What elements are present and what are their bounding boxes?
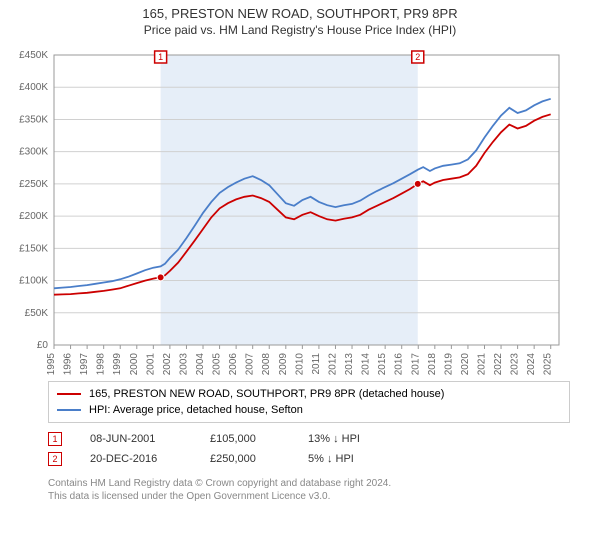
chart-header: 165, PRESTON NEW ROAD, SOUTHPORT, PR9 8P…	[0, 0, 600, 37]
svg-text:2018: 2018	[427, 353, 438, 375]
svg-text:2022: 2022	[493, 353, 504, 375]
svg-text:£150K: £150K	[19, 243, 48, 254]
transactions-table: 1 08-JUN-2001 £105,000 13% ↓ HPI 2 20-DE…	[48, 429, 570, 469]
transaction-price: £250,000	[210, 453, 280, 465]
transaction-hpi-delta: 13% ↓ HPI	[308, 433, 388, 445]
svg-text:£300K: £300K	[19, 147, 48, 158]
attribution: Contains HM Land Registry data © Crown c…	[48, 477, 570, 503]
transaction-row: 2 20-DEC-2016 £250,000 5% ↓ HPI	[48, 449, 570, 469]
svg-text:2003: 2003	[178, 353, 189, 375]
svg-text:£100K: £100K	[19, 276, 48, 287]
svg-text:2017: 2017	[410, 353, 421, 375]
svg-text:£450K: £450K	[19, 50, 48, 61]
svg-text:1998: 1998	[96, 353, 107, 375]
svg-text:2024: 2024	[526, 353, 537, 375]
svg-text:2000: 2000	[129, 353, 140, 375]
svg-text:£200K: £200K	[19, 211, 48, 222]
svg-text:2019: 2019	[443, 353, 454, 375]
svg-text:2010: 2010	[294, 353, 305, 375]
legend-row: HPI: Average price, detached house, Seft…	[57, 402, 561, 418]
svg-text:£350K: £350K	[19, 114, 48, 125]
svg-text:2013: 2013	[344, 353, 355, 375]
svg-text:2009: 2009	[278, 353, 289, 375]
chart-title: 165, PRESTON NEW ROAD, SOUTHPORT, PR9 8P…	[0, 6, 600, 21]
transaction-price: £105,000	[210, 433, 280, 445]
svg-text:2001: 2001	[145, 353, 156, 375]
svg-text:2002: 2002	[162, 353, 173, 375]
svg-text:2012: 2012	[327, 353, 338, 375]
svg-text:1999: 1999	[112, 353, 123, 375]
svg-text:£250K: £250K	[19, 179, 48, 190]
svg-text:£50K: £50K	[25, 308, 49, 319]
attribution-line: Contains HM Land Registry data © Crown c…	[48, 477, 570, 490]
svg-text:1995: 1995	[46, 353, 57, 375]
svg-text:1: 1	[158, 52, 163, 62]
svg-text:2008: 2008	[261, 353, 272, 375]
price-chart: £0 £50K £100K £150K £200K £250K £300K £350K £400…	[12, 45, 572, 375]
svg-text:2011: 2011	[311, 353, 322, 375]
transaction-date: 08-JUN-2001	[90, 433, 182, 445]
svg-text:2023: 2023	[510, 353, 521, 375]
svg-text:£400K: £400K	[19, 82, 48, 93]
svg-text:1996: 1996	[63, 353, 74, 375]
chart-area: £0 £50K £100K £150K £200K £250K £300K £350K £400…	[12, 45, 588, 375]
svg-text:2007: 2007	[245, 353, 256, 375]
svg-text:2025: 2025	[543, 353, 554, 375]
legend: 165, PRESTON NEW ROAD, SOUTHPORT, PR9 8P…	[48, 381, 570, 423]
svg-text:£0: £0	[37, 340, 49, 351]
svg-text:2020: 2020	[460, 353, 471, 375]
svg-text:2021: 2021	[476, 353, 487, 375]
legend-label: HPI: Average price, detached house, Seft…	[89, 404, 303, 416]
svg-text:1997: 1997	[79, 353, 90, 375]
legend-row: 165, PRESTON NEW ROAD, SOUTHPORT, PR9 8P…	[57, 386, 561, 402]
transaction-date: 20-DEC-2016	[90, 453, 182, 465]
svg-text:2005: 2005	[212, 353, 223, 375]
svg-text:2: 2	[415, 52, 420, 62]
transaction-marker-icon: 1	[48, 432, 62, 446]
svg-text:2015: 2015	[377, 353, 388, 375]
svg-text:2014: 2014	[361, 353, 372, 375]
legend-label: 165, PRESTON NEW ROAD, SOUTHPORT, PR9 8P…	[89, 388, 444, 400]
transaction-marker-icon: 2	[48, 452, 62, 466]
svg-text:2004: 2004	[195, 353, 206, 375]
transaction-row: 1 08-JUN-2001 £105,000 13% ↓ HPI	[48, 429, 570, 449]
svg-text:2016: 2016	[394, 353, 405, 375]
transaction-hpi-delta: 5% ↓ HPI	[308, 453, 388, 465]
legend-swatch	[57, 409, 81, 411]
attribution-line: This data is licensed under the Open Gov…	[48, 490, 570, 503]
svg-text:2006: 2006	[228, 353, 239, 375]
legend-swatch	[57, 393, 81, 395]
chart-subtitle: Price paid vs. HM Land Registry's House …	[0, 23, 600, 37]
